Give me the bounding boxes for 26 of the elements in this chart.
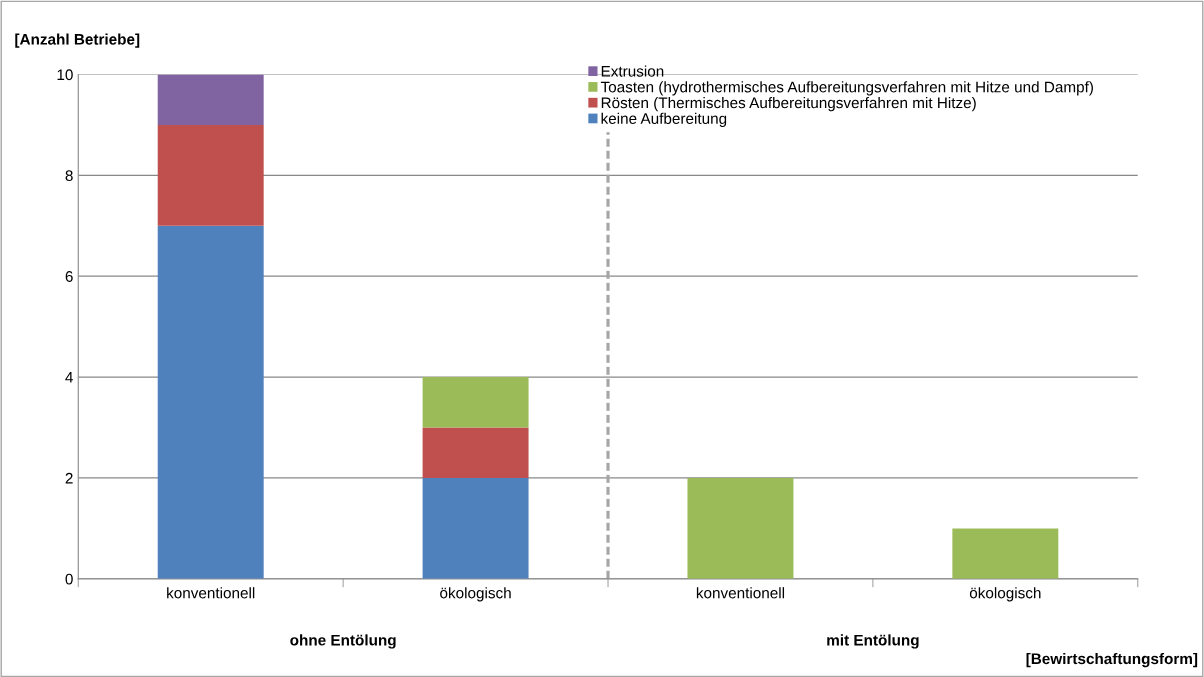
y-axis-title: [Anzahl Betriebe] (15, 33, 140, 48)
legend-label: Extrusion (601, 65, 664, 77)
y-tick-label: 0 (65, 573, 73, 585)
bar (157, 74, 264, 125)
y-tick-label: 8 (65, 170, 73, 182)
y-tick-label: 2 (65, 472, 73, 484)
bar (422, 477, 529, 579)
x-axis-title: [Bewirtschaftungsform] (1026, 652, 1198, 668)
bar (157, 124, 264, 226)
legend-label: Toasten (hydrothermisches Aufbereitungsverfahren mit Hitze und Dampf) (600, 81, 1093, 96)
bar (952, 528, 1059, 579)
text: mit Entölung (827, 634, 919, 649)
bar (157, 225, 264, 579)
bar (422, 377, 529, 428)
bar (422, 427, 529, 478)
x-tick-label: konventionell (696, 587, 785, 599)
text: ohne Entölung (290, 634, 396, 649)
legend-label: keine Aufbereitung (601, 112, 727, 127)
y-tick-label: 10 (57, 69, 73, 81)
legend-label: Rösten (Thermisches Aufbereitungsverfahren mit Hitze) (601, 96, 976, 112)
bar (687, 477, 794, 579)
y-tick-label: 4 (65, 372, 73, 383)
x-tick-label: ökologisch (440, 587, 511, 602)
x-tick-label: ökologisch (969, 587, 1041, 602)
y-tick-label: 6 (65, 271, 73, 282)
x-tick-label: konventionell (167, 587, 255, 599)
